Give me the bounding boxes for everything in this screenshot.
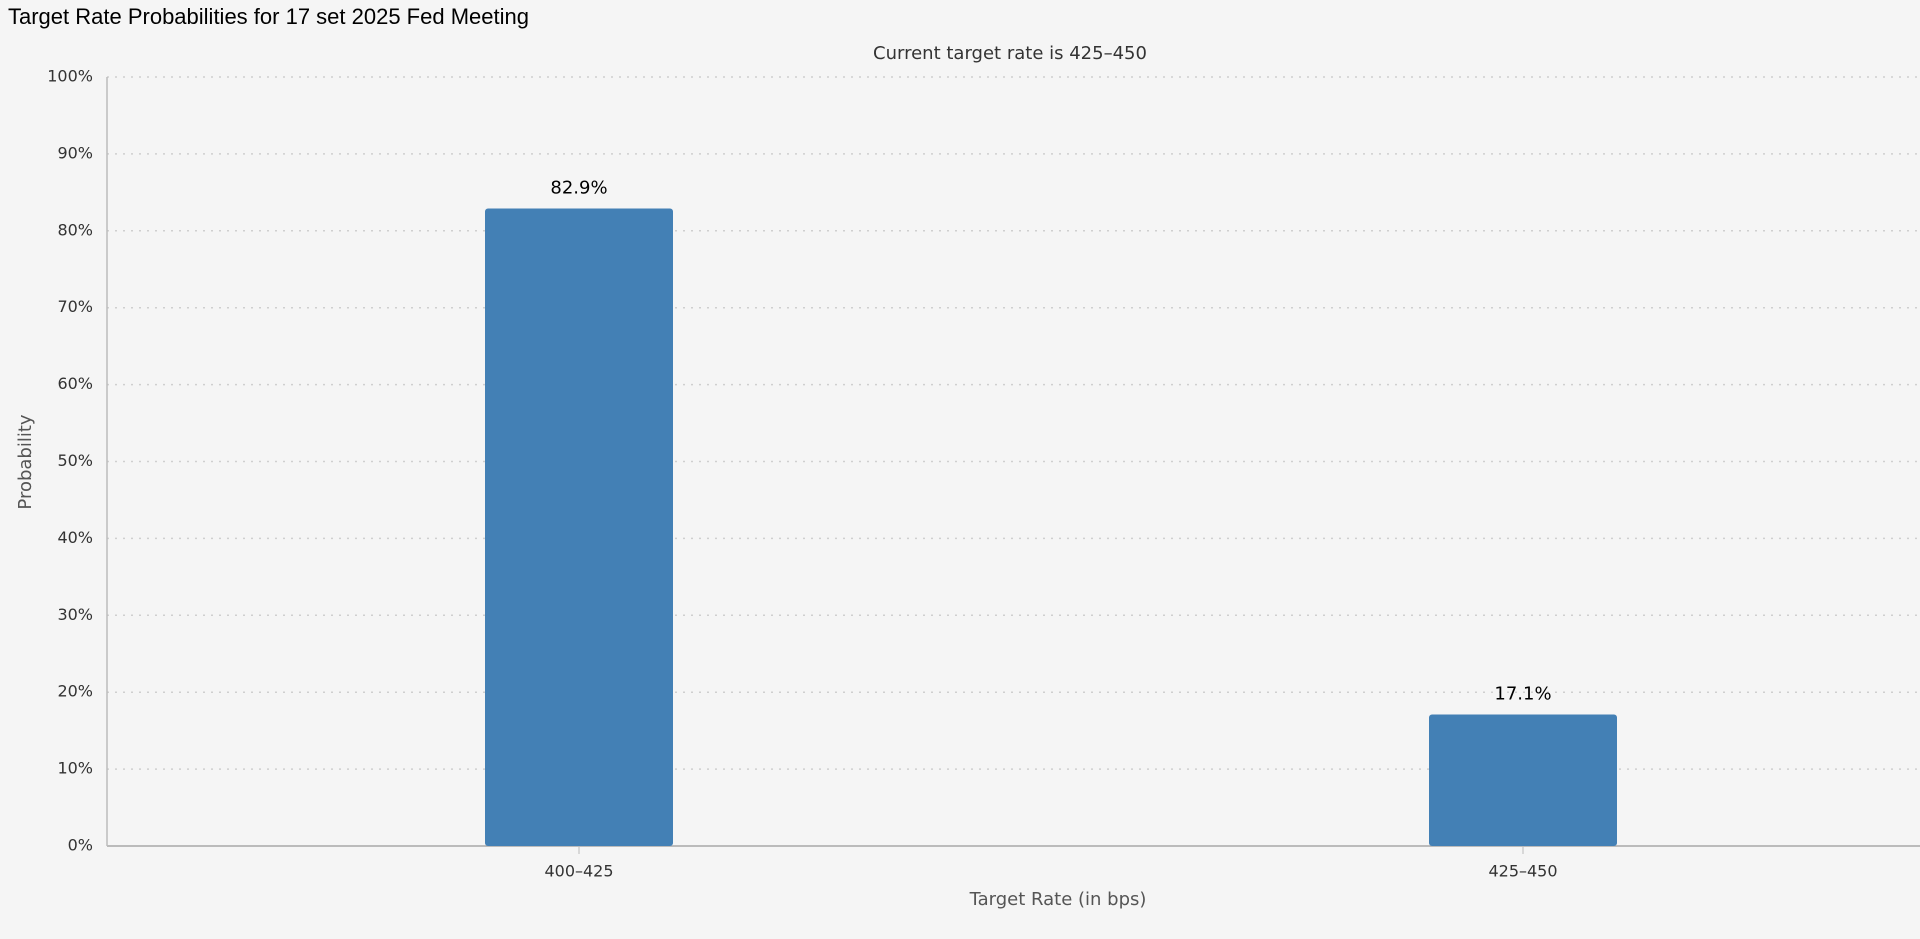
- y-tick-label: 60%: [57, 374, 93, 393]
- bar: [1429, 714, 1617, 846]
- data-label: 82.9%: [550, 177, 607, 198]
- bar: [485, 208, 673, 846]
- x-axis-title: Target Rate (in bps): [969, 889, 1147, 910]
- chart-subtitle: Current target rate is 425–450: [873, 43, 1147, 64]
- y-tick-label: 90%: [57, 143, 93, 162]
- y-tick-label: 30%: [57, 605, 93, 624]
- y-axis-title: Probability: [15, 414, 36, 509]
- y-tick-label: 0%: [68, 836, 93, 855]
- y-tick-label: 70%: [57, 297, 93, 316]
- y-tick-label: 10%: [57, 759, 93, 778]
- y-tick-label: 20%: [57, 682, 93, 701]
- x-tick-label: 400–425: [544, 862, 613, 881]
- y-tick-label: 80%: [57, 220, 93, 239]
- x-tick-label: 425–450: [1488, 862, 1557, 881]
- y-tick-label: 50%: [57, 451, 93, 470]
- y-tick-label: 100%: [47, 67, 93, 86]
- data-label: 17.1%: [1494, 684, 1551, 705]
- y-tick-label: 40%: [57, 528, 93, 547]
- chart-title: Target Rate Probabilities for 17 set 202…: [8, 4, 529, 29]
